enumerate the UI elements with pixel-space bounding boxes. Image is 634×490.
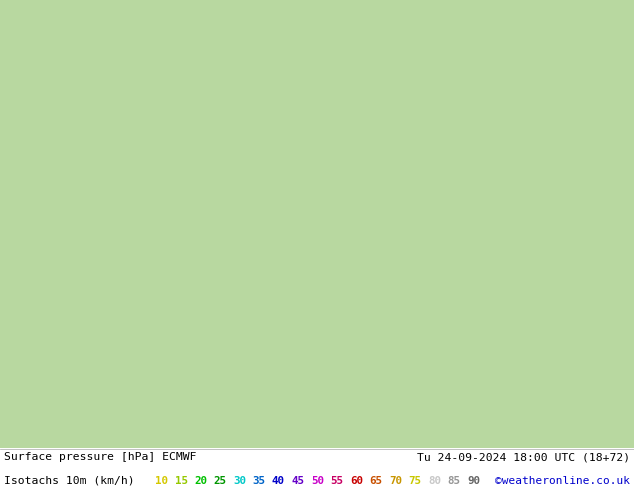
Text: 10: 10 — [155, 476, 168, 486]
Text: 35: 35 — [252, 476, 266, 486]
Text: 60: 60 — [350, 476, 363, 486]
Text: ©weatheronline.co.uk: ©weatheronline.co.uk — [495, 476, 630, 486]
Text: 25: 25 — [214, 476, 226, 486]
Text: 45: 45 — [292, 476, 304, 486]
Text: 20: 20 — [194, 476, 207, 486]
Text: Surface pressure [hPa] ECMWF: Surface pressure [hPa] ECMWF — [4, 452, 197, 462]
Text: 55: 55 — [330, 476, 344, 486]
Text: 50: 50 — [311, 476, 324, 486]
Text: 40: 40 — [272, 476, 285, 486]
Text: 65: 65 — [370, 476, 382, 486]
Text: 70: 70 — [389, 476, 402, 486]
Text: Tu 24-09-2024 18:00 UTC (18+72): Tu 24-09-2024 18:00 UTC (18+72) — [417, 452, 630, 462]
Text: 90: 90 — [467, 476, 480, 486]
Text: 30: 30 — [233, 476, 246, 486]
Text: 75: 75 — [408, 476, 422, 486]
Text: Isotachs 10m (km/h): Isotachs 10m (km/h) — [4, 476, 134, 486]
Text: 80: 80 — [428, 476, 441, 486]
Text: 85: 85 — [448, 476, 460, 486]
Text: 15: 15 — [174, 476, 188, 486]
